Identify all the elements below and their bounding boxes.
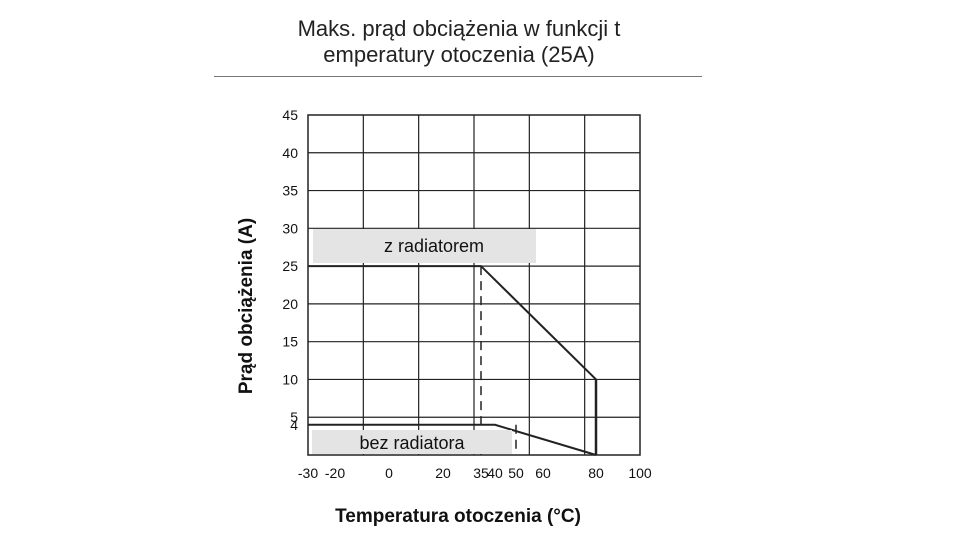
series-line-with-heatsink [308,265,597,455]
chart-title: Maks. prąd obciążenia w funkcji t empera… [215,16,703,68]
x-tick-label: 80 [588,465,604,481]
x-tick-label: 100 [628,465,652,481]
y-tick-label: 30 [282,220,298,236]
x-tick-label: 60 [535,465,551,481]
y-tick-label: 20 [282,296,298,312]
grid [307,114,641,456]
x-tick-label: 20 [435,465,451,481]
chart-title-line-1: Maks. prąd obciążenia w funkcji t [297,16,621,41]
series-label-without-heatsink: bez radiatora [359,433,465,453]
series-line-without-heatsink [308,423,597,456]
y-tick-label: 40 [282,145,298,161]
y-tick-label: 15 [282,334,298,350]
series-label-boxes: z radiatorem bez radiatora [312,229,536,454]
y-tick-label: 35 [282,183,298,199]
title-divider [214,76,702,77]
y-tick-label: 45 [282,107,298,123]
chart-title-line-2: emperatury otoczenia (25A) [323,42,595,67]
y-tick-label: 4 [290,417,298,433]
y-tick-label: 5 [290,409,298,425]
label-box-with-heatsink [313,229,536,263]
label-box-without-heatsink [312,430,512,454]
x-tick-label: -30 [298,465,318,481]
x-tick-label: 50 [508,465,524,481]
x-tick-label: 35 [473,465,489,481]
x-axis-label: Temperatura otoczenia (°C) [335,506,581,527]
x-tick-label: 0 [385,465,393,481]
x-tick-label: 40 [487,465,503,481]
x-tick-label: -20 [325,465,345,481]
y-axis-label: Prąd obciążenia (A) [236,218,257,394]
series-label-with-heatsink: z radiatorem [384,236,484,256]
y-tick-label: 10 [282,371,298,387]
series-lines [308,265,598,456]
y-tick-label: 25 [282,258,298,274]
